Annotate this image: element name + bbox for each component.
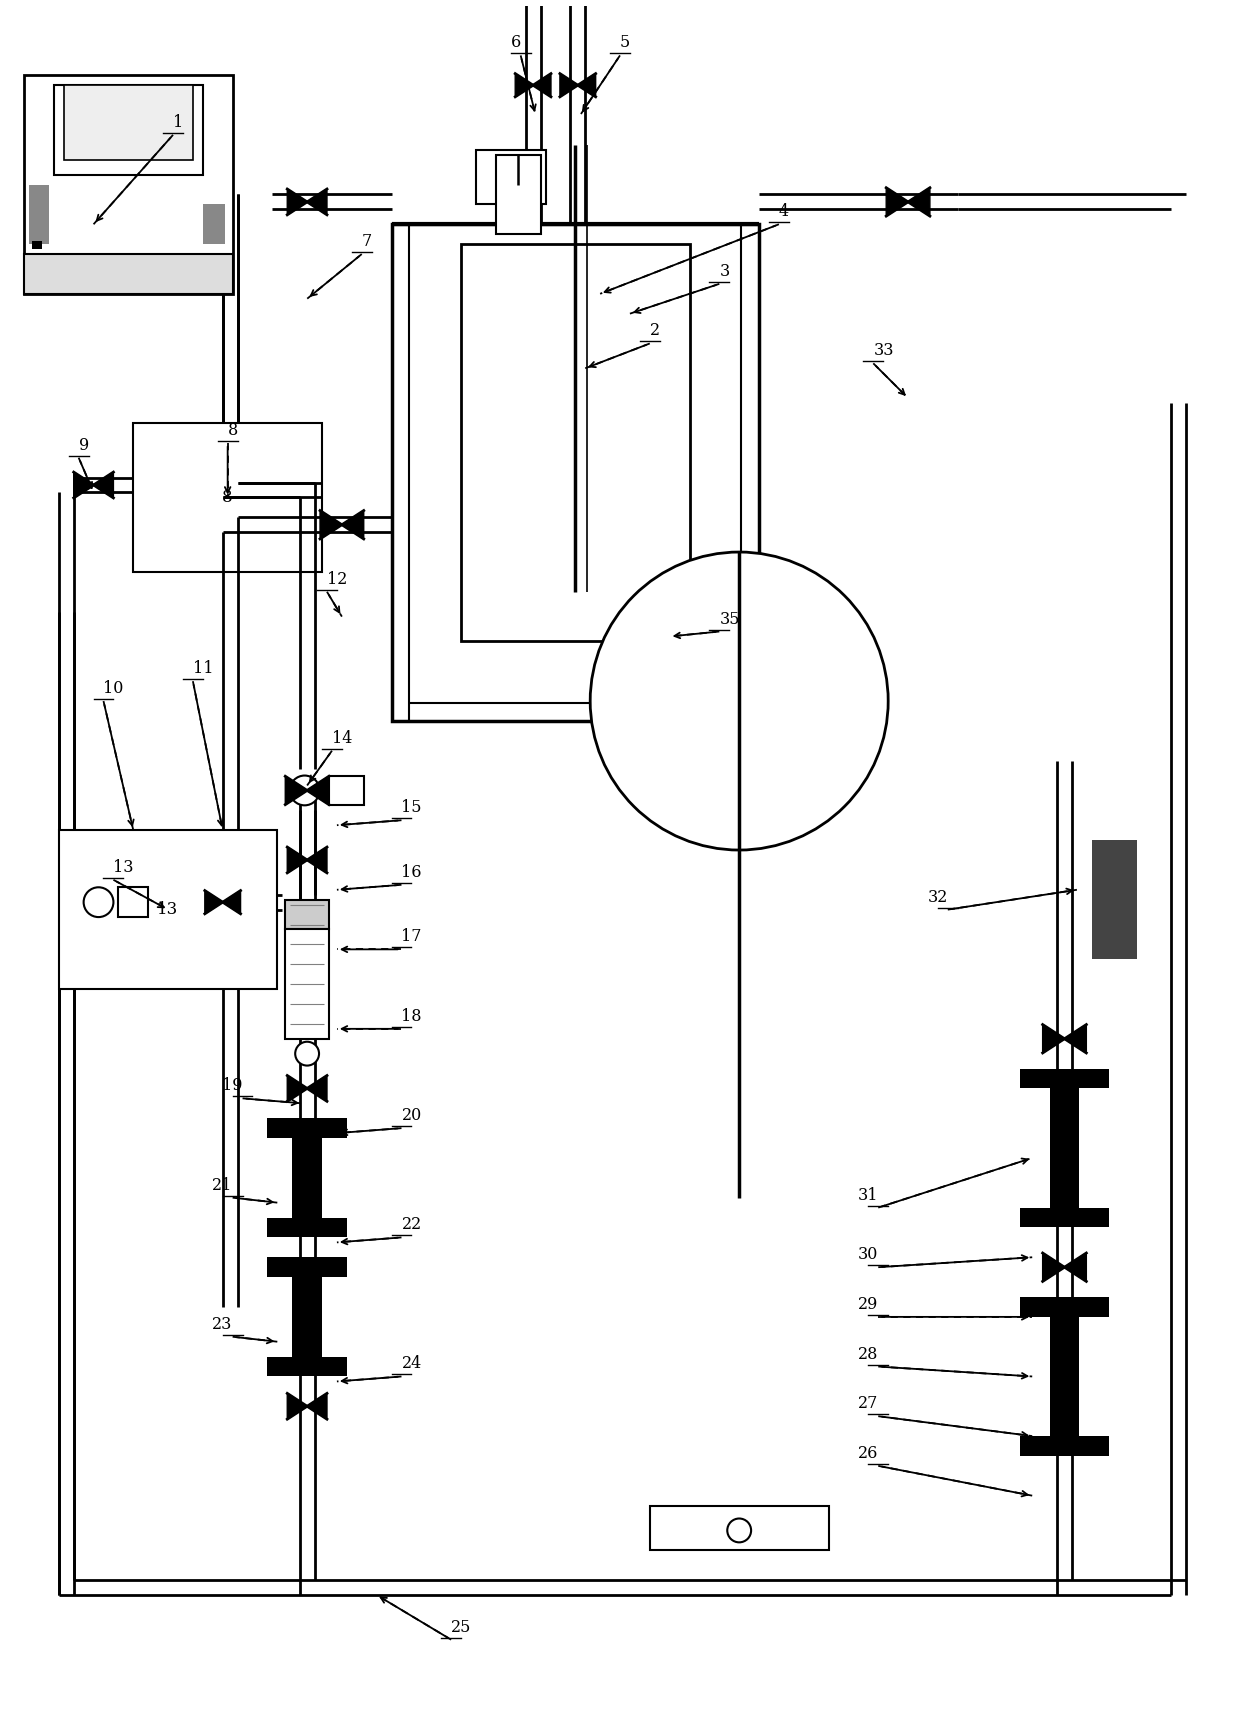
Bar bbox=[1019, 1436, 1110, 1455]
Bar bbox=[650, 1505, 828, 1551]
Text: 7: 7 bbox=[362, 233, 372, 250]
Bar bbox=[285, 930, 330, 1038]
Text: 12: 12 bbox=[327, 571, 347, 588]
Text: 2: 2 bbox=[650, 323, 660, 340]
Text: 21: 21 bbox=[212, 1176, 233, 1194]
Polygon shape bbox=[1064, 1253, 1086, 1281]
Text: 27: 27 bbox=[858, 1395, 878, 1412]
Bar bbox=[293, 1139, 322, 1218]
Text: 9: 9 bbox=[78, 436, 89, 453]
Polygon shape bbox=[515, 74, 533, 97]
Text: 14: 14 bbox=[332, 730, 352, 747]
Text: 6: 6 bbox=[511, 34, 521, 51]
Text: 35: 35 bbox=[719, 610, 740, 628]
Bar bbox=[1019, 1207, 1110, 1228]
Text: 20: 20 bbox=[402, 1106, 422, 1123]
Bar bbox=[409, 429, 742, 703]
Text: 5: 5 bbox=[620, 34, 630, 51]
Polygon shape bbox=[1064, 1024, 1086, 1053]
Polygon shape bbox=[73, 472, 93, 498]
Bar bbox=[24, 75, 233, 294]
Polygon shape bbox=[342, 511, 363, 539]
Polygon shape bbox=[288, 846, 308, 872]
Text: 18: 18 bbox=[402, 1007, 422, 1024]
Polygon shape bbox=[1043, 1024, 1064, 1053]
Text: 8: 8 bbox=[228, 422, 238, 439]
Text: 25: 25 bbox=[451, 1619, 471, 1636]
Polygon shape bbox=[308, 846, 327, 872]
Polygon shape bbox=[308, 776, 329, 805]
Circle shape bbox=[728, 1518, 751, 1542]
Bar bbox=[496, 154, 541, 234]
Circle shape bbox=[295, 1041, 319, 1065]
Polygon shape bbox=[285, 776, 308, 805]
Polygon shape bbox=[288, 190, 308, 215]
Text: 19: 19 bbox=[222, 1077, 243, 1094]
Polygon shape bbox=[908, 188, 930, 215]
Text: 23: 23 bbox=[212, 1315, 233, 1332]
Polygon shape bbox=[308, 190, 327, 215]
Bar bbox=[476, 150, 546, 205]
Circle shape bbox=[590, 552, 888, 850]
Bar bbox=[29, 185, 48, 245]
Bar bbox=[203, 205, 224, 245]
Text: 31: 31 bbox=[858, 1187, 878, 1204]
Circle shape bbox=[290, 776, 320, 805]
Circle shape bbox=[83, 887, 113, 917]
Text: 13: 13 bbox=[157, 901, 179, 918]
Bar bbox=[63, 86, 193, 159]
Bar bbox=[118, 887, 149, 917]
Polygon shape bbox=[560, 74, 578, 97]
Bar bbox=[24, 255, 233, 294]
Text: 32: 32 bbox=[928, 889, 947, 906]
Text: 33: 33 bbox=[873, 342, 894, 359]
Polygon shape bbox=[223, 891, 241, 913]
Polygon shape bbox=[288, 1394, 308, 1419]
Text: 11: 11 bbox=[193, 660, 213, 677]
Text: 8: 8 bbox=[222, 489, 233, 506]
Bar bbox=[293, 1277, 322, 1356]
Bar bbox=[268, 1118, 347, 1139]
Text: 26: 26 bbox=[858, 1445, 878, 1462]
Text: 15: 15 bbox=[402, 799, 422, 816]
Bar bbox=[58, 829, 278, 988]
Bar bbox=[133, 422, 322, 571]
Polygon shape bbox=[93, 472, 113, 498]
Bar bbox=[1091, 840, 1137, 959]
Bar bbox=[53, 86, 203, 174]
Bar bbox=[461, 245, 689, 641]
Bar bbox=[1049, 1317, 1079, 1436]
Text: 13: 13 bbox=[113, 858, 134, 876]
Text: 3: 3 bbox=[719, 263, 729, 280]
Bar bbox=[1019, 1296, 1110, 1317]
Text: 22: 22 bbox=[402, 1216, 422, 1233]
Bar bbox=[1049, 1089, 1079, 1207]
Polygon shape bbox=[288, 1076, 308, 1101]
Text: 17: 17 bbox=[402, 929, 422, 946]
Bar bbox=[1019, 1069, 1110, 1089]
Polygon shape bbox=[533, 74, 551, 97]
Polygon shape bbox=[1043, 1253, 1064, 1281]
Bar bbox=[330, 776, 365, 805]
Text: 1: 1 bbox=[174, 115, 184, 132]
Polygon shape bbox=[308, 1394, 327, 1419]
Polygon shape bbox=[205, 891, 223, 913]
Text: 24: 24 bbox=[402, 1356, 422, 1373]
Text: 16: 16 bbox=[402, 864, 422, 881]
Polygon shape bbox=[308, 1076, 327, 1101]
Bar bbox=[32, 241, 42, 250]
Bar bbox=[268, 1356, 347, 1377]
Bar bbox=[268, 1218, 347, 1238]
Text: 4: 4 bbox=[779, 203, 789, 221]
Bar bbox=[392, 224, 759, 722]
Text: 10: 10 bbox=[103, 681, 124, 698]
Text: 28: 28 bbox=[858, 1346, 878, 1363]
Polygon shape bbox=[578, 74, 595, 97]
Text: 29: 29 bbox=[858, 1296, 878, 1313]
Text: 30: 30 bbox=[858, 1247, 878, 1264]
Bar bbox=[268, 1257, 347, 1277]
Bar bbox=[285, 899, 330, 930]
Polygon shape bbox=[320, 511, 342, 539]
Polygon shape bbox=[887, 188, 908, 215]
